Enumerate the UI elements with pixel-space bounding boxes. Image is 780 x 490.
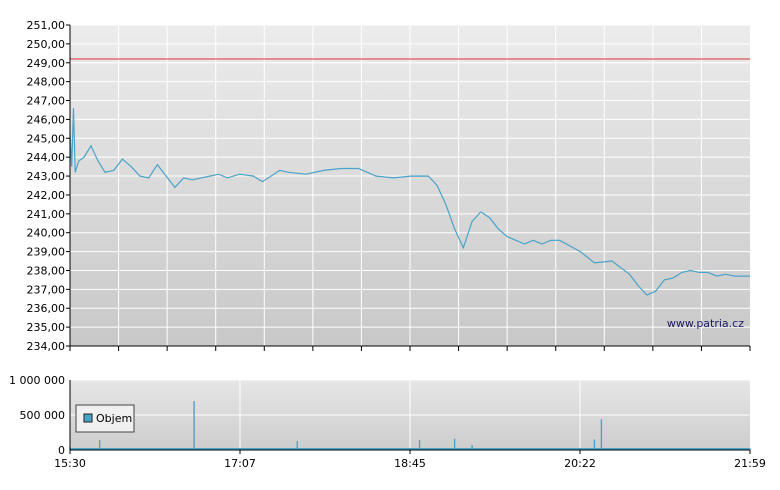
volume-bar [541, 448, 543, 450]
price-y-tick-label: 236,00 [27, 302, 66, 315]
volume-bar [453, 438, 456, 450]
price-y-tick-label: 237,00 [27, 283, 66, 296]
price-y-tick-label: 238,00 [27, 264, 66, 277]
price-y-axis-labels: 234,00 235,00 236,00 237,00 238,00 239,00 240,… [27, 19, 70, 353]
volume-chart-panel: 0 500 000 1 000 000 15:30 17:07 18:45 20:22 21… [9, 374, 766, 470]
volume-bar [698, 448, 700, 450]
volume-y-axis-labels: 0 500 000 1 000 000 [9, 374, 65, 457]
volume-bar [113, 448, 115, 451]
price-y-tick-label: 239,00 [27, 246, 66, 259]
volume-bar [165, 447, 167, 450]
volume-bar [681, 448, 683, 450]
price-y-tick-label: 250,00 [27, 38, 66, 51]
price-y-tick-label: 245,00 [27, 132, 66, 145]
volume-x-axis-labels: 15:30 17:07 18:45 20:22 21:59 [54, 450, 766, 470]
volume-bar [349, 448, 351, 451]
volume-bar [148, 448, 150, 450]
volume-y-tick-label: 0 [58, 444, 65, 457]
volume-bar [182, 448, 185, 450]
x-tick-label: 20:22 [564, 457, 596, 470]
volume-bar [130, 448, 132, 450]
volume-bar [558, 448, 561, 450]
volume-bar [488, 448, 491, 450]
legend: Objem [75, 404, 135, 433]
x-tick-label: 15:30 [54, 457, 86, 470]
legend-swatch [83, 413, 93, 423]
volume-bar [279, 448, 281, 450]
volume-bar [314, 448, 316, 450]
volume-y-tick-label: 500 000 [20, 409, 66, 422]
volume-bar [193, 401, 195, 450]
volume-bar [244, 448, 246, 450]
price-y-tick-label: 249,00 [27, 57, 66, 70]
volume-bar [296, 440, 298, 450]
volume-bar [86, 448, 89, 450]
volume-bar [716, 448, 718, 450]
volume-y-tick-label: 1 000 000 [9, 374, 65, 387]
watermark: www.patria.cz [667, 317, 744, 330]
price-series-line [69, 108, 750, 296]
x-tick-label: 21:59 [734, 457, 766, 470]
x-tick-label: 18:45 [394, 457, 426, 470]
price-y-tick-label: 242,00 [27, 189, 66, 202]
volume-bar [331, 448, 333, 450]
price-y-tick-label: 246,00 [27, 113, 66, 126]
price-y-tick-label: 234,00 [27, 340, 66, 353]
volume-bar [99, 440, 101, 450]
volume-bar [366, 448, 368, 450]
volume-bar [459, 447, 461, 450]
volume-bar [226, 448, 228, 451]
volume-bar [576, 448, 578, 450]
price-y-tick-label: 247,00 [27, 95, 66, 108]
price-chart-panel: 234,00 235,00 236,00 237,00 238,00 239,00 240,… [27, 19, 751, 353]
volume-bars [69, 401, 751, 451]
volume-bar [663, 448, 665, 450]
volume-bar [523, 448, 526, 451]
volume-bar [593, 439, 596, 450]
volume-bar [611, 448, 613, 450]
price-y-tick-label: 244,00 [27, 151, 66, 164]
price-x-ticks [69, 346, 751, 351]
volume-bar [209, 448, 211, 450]
volume-bar [436, 448, 438, 451]
x-tick-label: 17:07 [224, 457, 256, 470]
volume-bar [600, 419, 603, 450]
volume-bar [733, 448, 735, 450]
volume-bar [646, 448, 648, 450]
price-y-tick-label: 241,00 [27, 208, 66, 221]
price-y-tick-label: 240,00 [27, 227, 66, 240]
price-y-tick-label: 251,00 [27, 19, 66, 32]
price-y-tick-label: 235,00 [27, 321, 66, 334]
volume-bar [628, 448, 631, 451]
legend-label: Objem [96, 412, 132, 425]
volume-bar [506, 448, 508, 450]
volume-bar [749, 448, 751, 451]
price-y-tick-label: 248,00 [27, 76, 66, 89]
price-y-tick-label: 243,00 [27, 170, 66, 183]
volume-bar [418, 440, 421, 450]
volume-bar [384, 448, 386, 450]
volume-bar [261, 448, 263, 450]
volume-bar [471, 445, 473, 450]
volume-bar [401, 448, 403, 450]
volume-baseline-fill [70, 448, 750, 450]
